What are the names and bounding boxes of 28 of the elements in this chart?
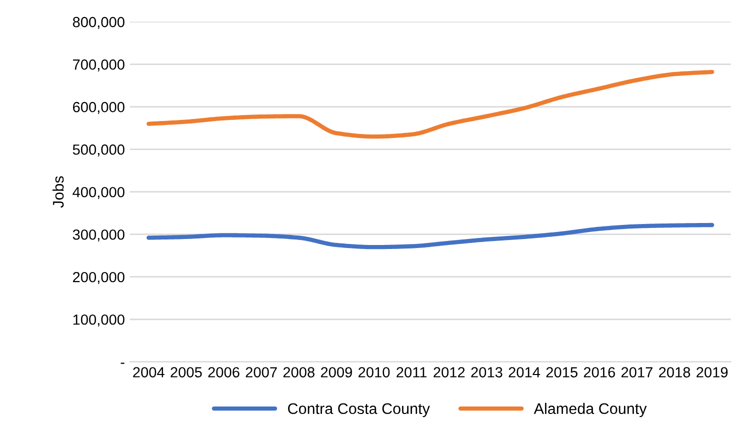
y-tick-label: - [120, 362, 124, 364]
x-tick-label: 2006 [208, 367, 240, 378]
y-tick-label: 700,000 [73, 59, 124, 72]
x-tick-label: 2012 [434, 367, 465, 378]
x-tick-label: 2004 [133, 367, 164, 378]
x-tick-label: 2015 [546, 367, 578, 378]
x-tick-label: 2014 [508, 367, 540, 378]
x-tick-label: 2013 [471, 367, 502, 378]
x-tick-label: 2010 [358, 367, 390, 378]
legend-label: Contra Costa County [288, 403, 430, 418]
x-tick-label: 2008 [283, 367, 314, 378]
x-tick-label: 2007 [246, 367, 277, 378]
y-tick-label: 100,000 [73, 314, 124, 327]
y-tick-label: 800,000 [72, 16, 124, 29]
y-tick-label: 500,000 [72, 144, 124, 156]
y-axis-title: Jobs [52, 176, 64, 208]
x-tick-label: 2011 [396, 367, 427, 378]
x-tick-label: 2019 [696, 367, 728, 378]
x-tick-label: 2016 [584, 367, 615, 378]
x-tick-label: 2005 [170, 367, 202, 378]
x-tick-label: 2009 [320, 367, 352, 378]
y-tick-label: 400,000 [72, 186, 124, 199]
y-tick-label: 300,000 [72, 229, 124, 242]
x-tick-label: 2017 [621, 367, 652, 378]
y-tick-label: 600,000 [73, 102, 124, 114]
legend-label: Alameda County [534, 402, 647, 418]
x-tick-label: 2018 [659, 367, 690, 378]
y-tick-label: 200,000 [73, 272, 124, 284]
